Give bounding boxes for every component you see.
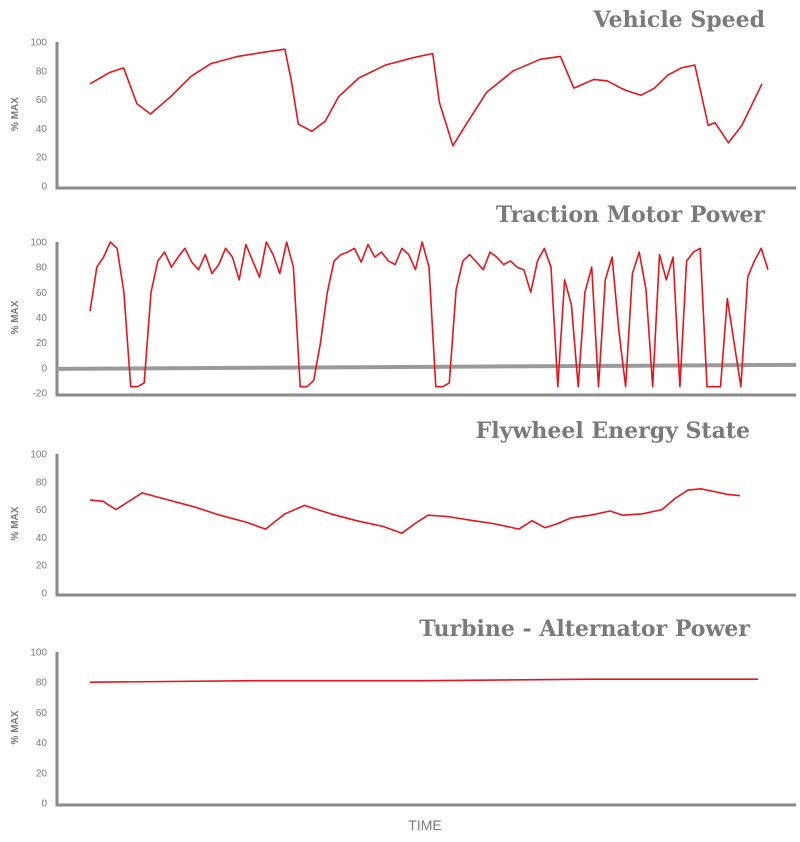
y-tick-label: 60 xyxy=(36,95,48,106)
y-tick-label: 100 xyxy=(30,648,47,659)
series-line xyxy=(89,487,741,535)
y-tick-label: 60 xyxy=(36,505,48,516)
y-tick-label: 60 xyxy=(36,708,48,719)
series-line xyxy=(89,48,763,147)
y-tick-label: 20 xyxy=(36,338,48,349)
y-axis-label: % MAX xyxy=(10,97,21,131)
axis-line xyxy=(55,454,796,597)
y-tick-label: 80 xyxy=(36,263,48,274)
y-axis-label: % MAX xyxy=(10,300,21,334)
chart-title: Turbine - Alternator Power xyxy=(419,616,750,642)
chart-panel: Traction Motor Power % MAX -20 0 20 40 60 80 100 xyxy=(10,202,797,400)
y-tick-label: 40 xyxy=(36,313,48,324)
y-tick-label: 80 xyxy=(36,477,48,488)
axis-line xyxy=(55,652,796,807)
y-tick-label: 0 xyxy=(41,589,47,600)
y-tick-label: 20 xyxy=(36,153,48,164)
chart-title: Flywheel Energy State xyxy=(476,418,750,444)
y-tick-label: 100 xyxy=(30,238,47,249)
y-tick-label: -20 xyxy=(33,389,48,400)
y-tick-label: 20 xyxy=(36,768,48,779)
y-axis-label: % MAX xyxy=(10,710,21,744)
y-tick-label: 60 xyxy=(36,288,48,299)
y-axis-label: % MAX xyxy=(10,506,21,540)
y-tick-label: 100 xyxy=(30,38,47,49)
y-tick-label: 80 xyxy=(36,66,48,77)
y-tick-label: 100 xyxy=(30,450,47,461)
y-tick-label: 40 xyxy=(36,124,48,135)
chart-title: Vehicle Speed xyxy=(593,7,765,33)
chart-panel: Flywheel Energy State % MAX 0 20 40 60 80 100 xyxy=(10,418,796,600)
y-tick-label: 40 xyxy=(36,533,48,544)
y-tick-label: 0 xyxy=(41,799,47,810)
y-tick-label: 0 xyxy=(41,182,47,193)
chart-panel: Vehicle Speed % MAX 0 20 40 60 80 100 xyxy=(10,7,796,193)
series-line xyxy=(89,678,758,683)
y-tick-label: 40 xyxy=(36,738,48,749)
axis-line xyxy=(55,242,796,397)
y-tick-label: 0 xyxy=(41,363,47,374)
zero-line xyxy=(56,362,797,371)
axis-line xyxy=(55,42,796,190)
chart-panel: Turbine - Alternator Power % MAX 0 20 40 60 80… xyxy=(10,616,796,810)
x-axis-label: TIME xyxy=(408,817,441,833)
chart-title: Traction Motor Power xyxy=(496,202,766,228)
y-tick-label: 20 xyxy=(36,561,48,572)
y-tick-label: 80 xyxy=(36,678,48,689)
series-line xyxy=(89,241,769,388)
